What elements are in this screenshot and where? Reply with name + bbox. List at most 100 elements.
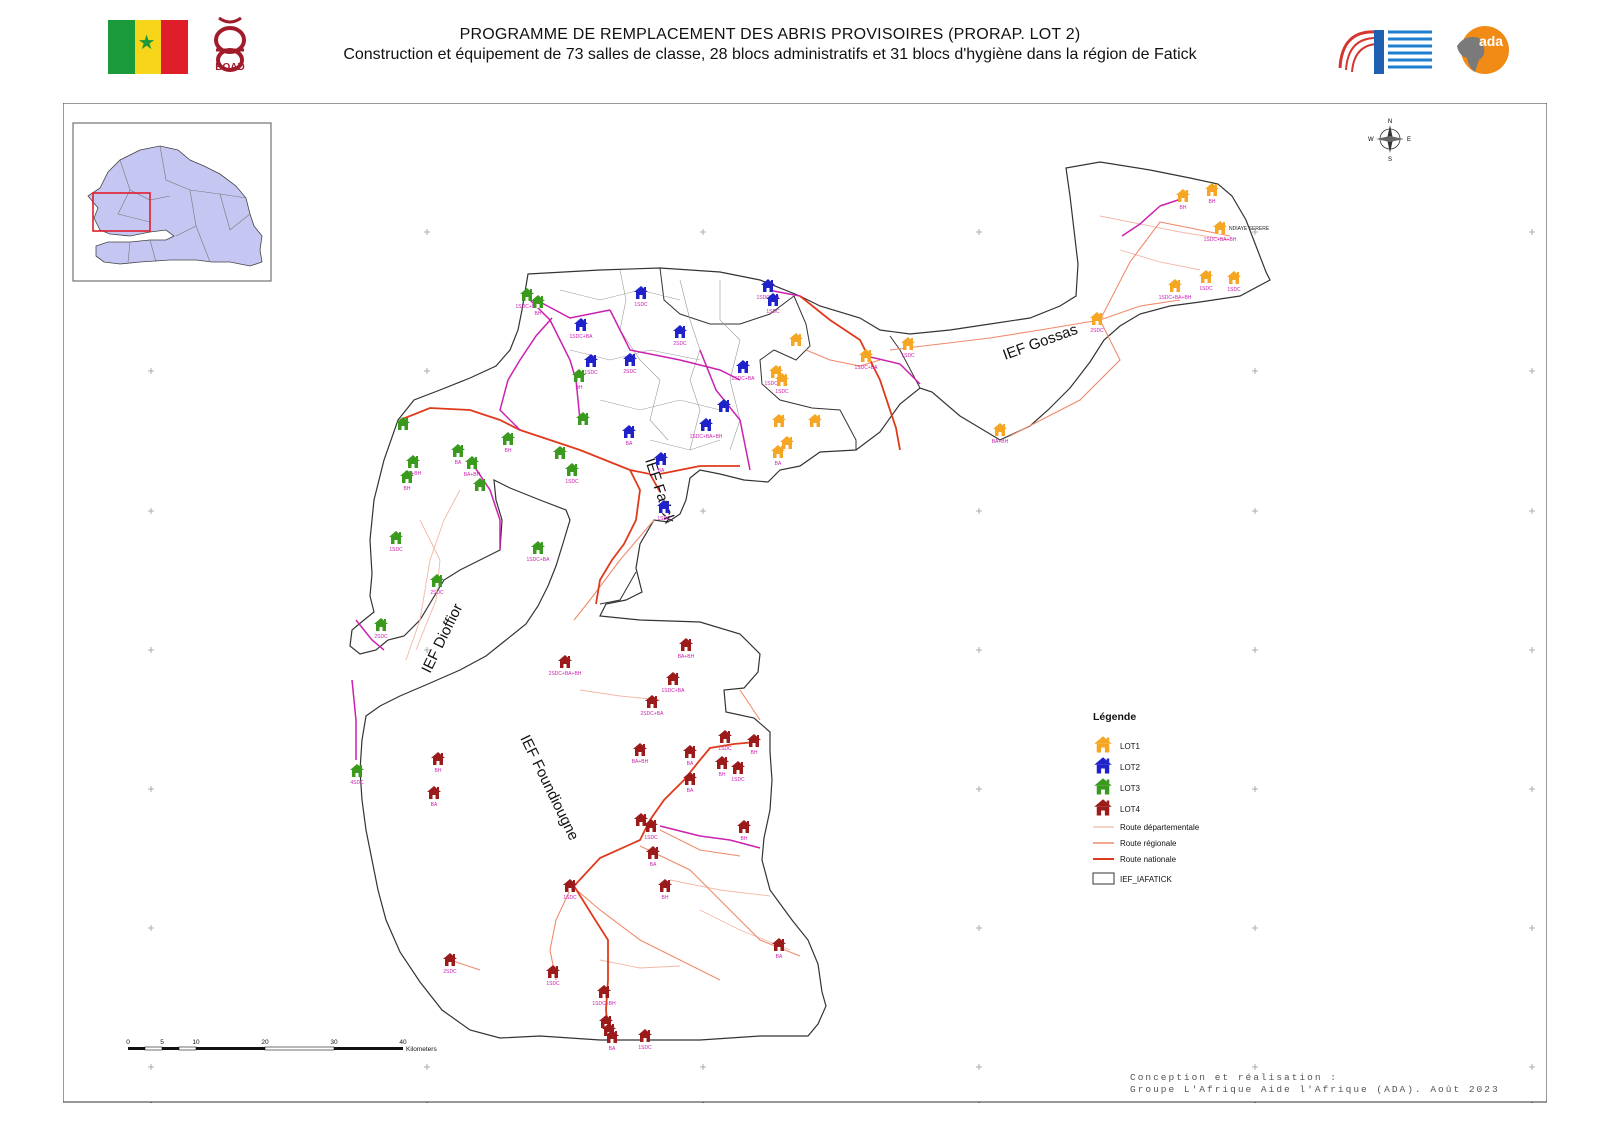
svg-text:Route départementale: Route départementale [1120,823,1200,832]
school-site[interactable]: BA [683,745,697,767]
school-site[interactable]: BA [646,846,660,868]
school-site[interactable]: BA+BH [405,455,422,477]
school-site[interactable]: 1SDC [584,354,598,376]
site-works-label: 1SDC+BA [516,304,540,310]
graticule-cross [148,1064,154,1070]
school-site[interactable]: BH [531,295,545,317]
school-site[interactable]: 1SDC+BA [516,288,540,310]
school-site[interactable]: 1SDC+BH [592,985,616,1007]
school-site[interactable]: 1SDC+BA [570,318,594,340]
graticule-cross [1529,508,1535,514]
school-site[interactable]: 1SDC+BA+BH [690,418,723,440]
site-works-label: BH [505,448,512,454]
school-site[interactable]: BA [683,772,697,794]
school-site[interactable]: BA [654,452,668,474]
x-tick: 400000400000 [978,1102,980,1103]
school-site[interactable]: 1SDC [901,337,915,359]
school-site[interactable]: BA [772,938,786,960]
graticule-cross [1529,647,1535,653]
school-house-icon [563,879,577,892]
school-site[interactable]: 1SDC [644,819,658,841]
school-site[interactable]: 2SDC [623,353,637,375]
school-site[interactable]: 1SDC [565,463,579,485]
school-site[interactable] [396,417,410,430]
graticule-cross [1252,229,1258,235]
school-site[interactable] [772,414,786,427]
school-site[interactable]: 1SDC+BA+BH [1159,279,1192,301]
school-site[interactable]: BH [658,879,672,901]
legend-item-lot1: LOT1 [1094,736,1141,753]
school-site[interactable]: BH [737,820,751,842]
school-site[interactable]: BA+BH [632,743,649,765]
school-site[interactable]: NDIAYE SERERE 1SDC+BA+BH [1204,221,1270,243]
school-site[interactable]: BH [1176,189,1190,211]
site-works-label: BA [687,761,694,767]
school-house-icon [546,965,560,978]
school-house-icon [1227,271,1241,284]
school-site[interactable]: 2SDC [673,325,687,347]
school-site[interactable]: 2SDC [1090,312,1104,334]
school-site[interactable]: 2SDC [443,953,457,975]
map-title: PROGRAMME DE REMPLACEMENT DES ABRIS PROV… [459,26,1081,43]
school-site[interactable]: 4SDC [350,764,364,786]
school-site[interactable]: BH [715,756,729,778]
school-site[interactable]: 1SDC [1199,270,1213,292]
school-site[interactable]: BA+BH [464,456,481,478]
graticule-cross [1252,1064,1258,1070]
school-site[interactable]: 1SDC [718,730,732,752]
school-site[interactable]: BH [572,369,586,391]
school-site[interactable]: BA [622,425,636,447]
school-site[interactable]: 1SDC [389,531,403,553]
school-site[interactable]: 2SDC+BA [641,695,665,717]
school-site[interactable] [576,412,590,425]
site-works-label: 1SDC [565,479,579,485]
school-site[interactable] [780,436,794,449]
school-site[interactable]: BA+BH [678,638,695,660]
school-site[interactable]: 1SDC+BA [662,672,686,694]
school-site[interactable] [473,478,487,491]
school-site[interactable]: BA [771,445,785,467]
school-site[interactable]: 1SDC+BA [855,349,879,371]
school-site[interactable]: 1SDC [546,965,560,987]
school-site[interactable]: 1SDC [775,373,789,395]
school-site[interactable]: BH [431,752,445,774]
graticule-cross [700,229,706,235]
school-site[interactable]: 1SDC+BA [765,365,789,387]
site-works-label: 1SDC [731,777,745,783]
school-site[interactable]: 1SDC [634,286,648,308]
school-site[interactable]: BH [501,432,515,454]
school-site[interactable]: 1SDC+BA [527,541,551,563]
ada-logo: ada [1457,26,1509,74]
legend-lot-label: LOT3 [1120,784,1141,793]
school-site[interactable]: BA+BH [992,423,1009,445]
school-site[interactable]: BA [605,1030,619,1052]
school-site[interactable] [553,446,567,459]
legend-lot-items: LOT1 LOT2 LOT3 LOT4 [1094,736,1141,816]
legend-lot-label: LOT4 [1120,805,1141,814]
school-site[interactable]: BH [400,470,414,492]
school-site[interactable]: 1SDC [731,761,745,783]
school-site[interactable]: 1SDC [1227,271,1241,293]
school-site[interactable] [808,414,822,427]
school-site[interactable]: 1SDC [638,1029,652,1051]
school-site[interactable]: 1SDC [563,879,577,901]
school-site[interactable] [789,333,803,346]
school-site[interactable]: 1SDC+BA [732,360,756,382]
graticule-cross [148,508,154,514]
school-site[interactable]: BA [427,786,441,808]
school-site[interactable]: 1SDC [766,293,780,315]
site-works-label: 2SDC+BA+BH [549,671,582,677]
school-site[interactable] [634,813,648,826]
site-works-label: 4SDC [350,780,364,786]
school-site[interactable]: BH [747,734,761,756]
school-house-icon [605,1030,619,1043]
school-site[interactable]: 2SDC+BA+BH [549,655,582,677]
site-works-label: BA [650,862,657,868]
school-site[interactable]: 1SDC [657,500,671,522]
school-site[interactable] [717,399,731,412]
star-icon: ★ [137,32,156,54]
school-site[interactable]: BH [1205,183,1219,205]
school-site[interactable]: 2SDC [374,618,388,640]
school-site[interactable]: 2SDC [430,574,444,596]
school-site[interactable]: BA [451,444,465,466]
